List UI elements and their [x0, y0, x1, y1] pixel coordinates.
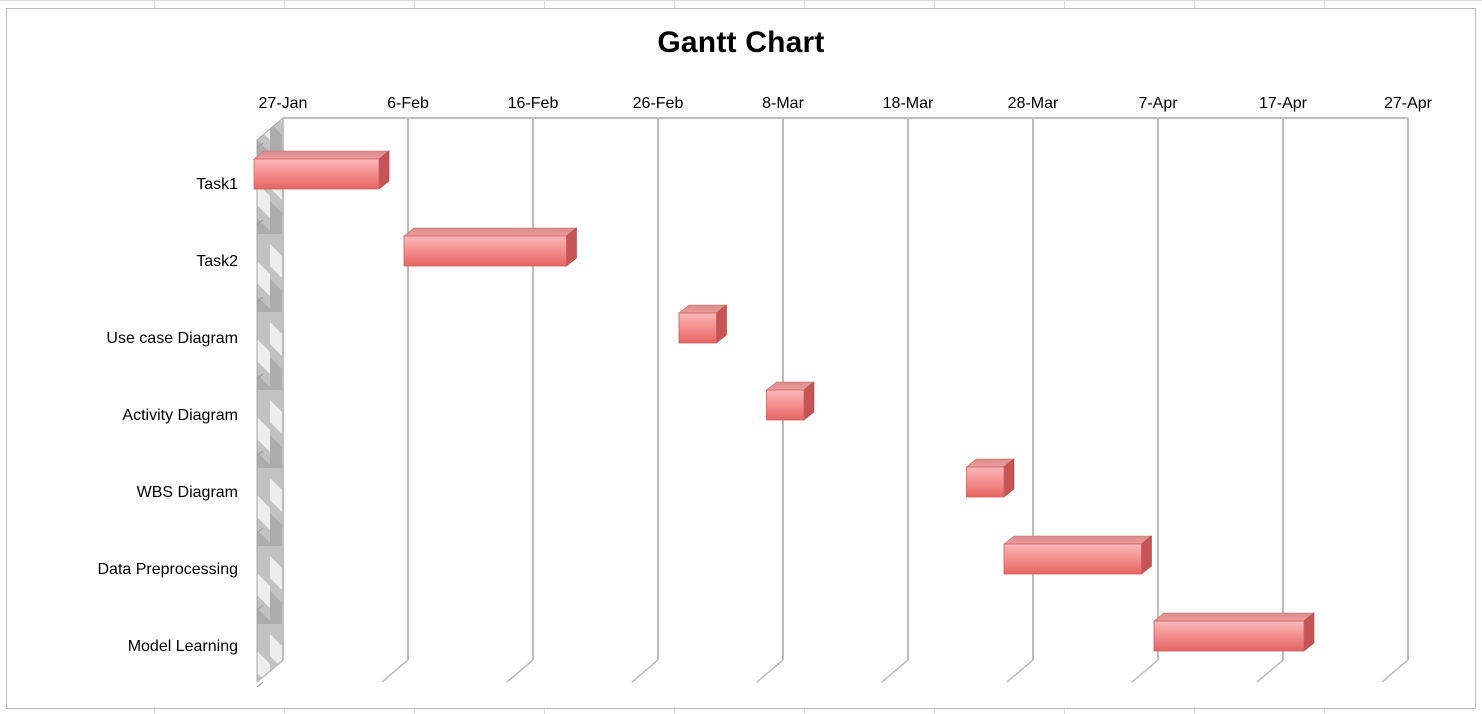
- x-axis-tick-labels: 27-Jan 6-Feb 16-Feb 26-Feb 8-Mar 18-Mar 28-Mar…: [259, 95, 1433, 112]
- bar-top-face: [253, 150, 390, 160]
- gantt-bar: [965, 458, 1015, 498]
- bar-top-face: [403, 227, 578, 237]
- gantt-bar: [253, 150, 390, 190]
- bar-top-face: [1153, 612, 1315, 622]
- bar-front-face: [766, 389, 805, 421]
- floor-gridline: [631, 659, 659, 683]
- x-tick-label: 8-Mar: [762, 95, 804, 112]
- x-tick-label: 17-Apr: [1259, 95, 1308, 112]
- wall-tick: [256, 296, 264, 303]
- bar-front-face: [966, 466, 1005, 498]
- floor-gridline: [1256, 659, 1284, 683]
- floor-gridline: [1131, 659, 1159, 683]
- task-label: Data Preprocessing: [97, 561, 238, 578]
- wall-face: [256, 116, 284, 684]
- wall-tick: [256, 527, 264, 534]
- wall-tick: [256, 142, 264, 149]
- bar-front-face: [403, 235, 567, 267]
- category-labels: Task1 Task2 Use case Diagram Activity Diagr…: [97, 176, 238, 655]
- bar-front-face: [678, 312, 717, 344]
- task-label: Use case Diagram: [106, 330, 238, 347]
- floor-gridline: [381, 659, 409, 683]
- floor-gridline: [256, 659, 284, 683]
- task-label: Model Learning: [128, 638, 238, 655]
- x-tick-label: 7-Apr: [1138, 95, 1178, 112]
- x-tick-label: 27-Apr: [1384, 95, 1433, 112]
- bars: [253, 150, 1315, 652]
- bar-front-face: [1153, 620, 1305, 652]
- floor-gridline: [881, 659, 909, 683]
- chart-wall: [256, 116, 284, 684]
- sheet-gridline: [0, 0, 1482, 1]
- x-tick-label: 18-Mar: [883, 95, 934, 112]
- gantt-bar: [765, 381, 815, 421]
- wall-tick: [256, 219, 264, 226]
- wall-tick: [256, 450, 264, 457]
- x-tick-label: 28-Mar: [1008, 95, 1059, 112]
- chart-area[interactable]: [6, 8, 1476, 709]
- gantt-bar: [678, 304, 728, 344]
- x-tick-label: 16-Feb: [508, 95, 559, 112]
- task-label: Task2: [196, 253, 238, 270]
- bar-top-face: [1003, 535, 1153, 545]
- task-label: Task1: [196, 176, 238, 193]
- gantt-bar: [403, 227, 578, 267]
- floor-gridline: [1006, 659, 1034, 683]
- wall-tick: [256, 373, 264, 380]
- task-label: Activity Diagram: [122, 407, 238, 424]
- floor-gridline: [506, 659, 534, 683]
- wall-tick: [256, 604, 264, 611]
- floor-gridline: [756, 659, 784, 683]
- gridlines: [256, 117, 1409, 688]
- bar-front-face: [253, 158, 380, 190]
- gantt-bar: [1003, 535, 1153, 575]
- x-tick-label: 6-Feb: [387, 95, 429, 112]
- bar-front-face: [1003, 543, 1142, 575]
- x-tick-label: 27-Jan: [259, 95, 308, 112]
- wall-tick: [256, 681, 264, 688]
- gantt-bar: [1153, 612, 1315, 652]
- task-label: WBS Diagram: [137, 484, 238, 501]
- floor-gridline: [1381, 659, 1409, 683]
- x-tick-label: 26-Feb: [633, 95, 684, 112]
- chart-title: Gantt Chart: [657, 26, 825, 59]
